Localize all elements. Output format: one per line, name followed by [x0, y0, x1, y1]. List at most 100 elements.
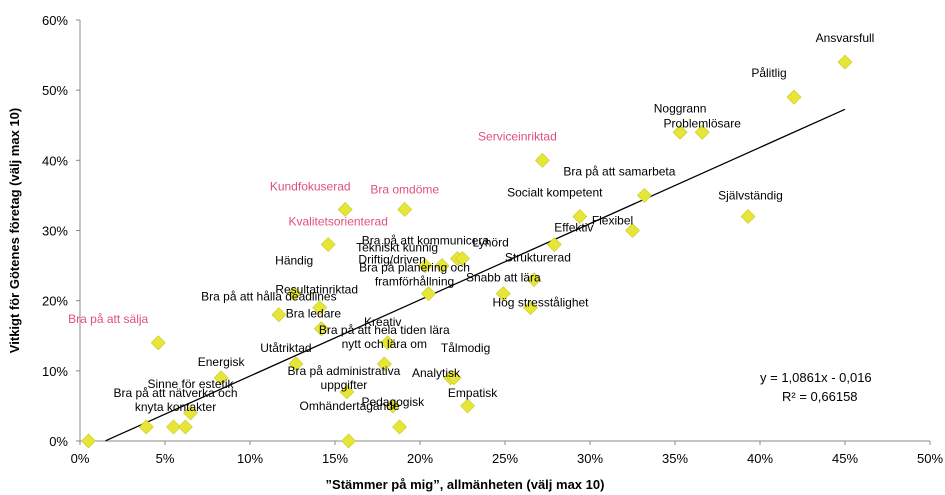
- data-label: Bra på att sälja: [68, 312, 148, 326]
- data-label: Sinne för estetik: [147, 377, 234, 391]
- data-label: Bra på att hålla deadlines: [201, 290, 336, 304]
- y-tick-label: 30%: [42, 224, 68, 239]
- data-point: [376, 356, 392, 372]
- data-point: [320, 237, 336, 252]
- data-point: [166, 419, 181, 435]
- data-label: Kvalitetsorienterad: [289, 215, 388, 229]
- data-point: [138, 419, 154, 435]
- data-label: Kundfokuserad: [270, 179, 351, 193]
- data-label: Effektiv: [554, 221, 593, 235]
- data-label: Tekniskt kunnig: [356, 241, 438, 255]
- y-tick-label: 20%: [42, 294, 68, 309]
- data-point: [446, 370, 462, 386]
- data-point: [397, 202, 413, 217]
- data-point: [434, 258, 450, 274]
- data-point: [341, 433, 357, 449]
- data-label: Problemlösare: [664, 116, 742, 130]
- trendline: [105, 108, 846, 442]
- data-label: Bra omdöme: [370, 182, 439, 196]
- data-label: Analytisk: [412, 366, 461, 380]
- data-point: [526, 272, 542, 288]
- data-label: Noggrann: [654, 101, 707, 115]
- data-label: Snabb att lära: [466, 271, 541, 285]
- data-point: [625, 223, 640, 238]
- data-point: [672, 124, 688, 140]
- data-label: Bra på att hela tiden lära nytt och lära …: [319, 323, 450, 351]
- data-label: Utåtriktad: [260, 341, 311, 355]
- data-point: [150, 335, 166, 351]
- data-markers: [81, 54, 853, 449]
- data-labels: Ansvarsfull Pålitlig NoggrannProblemlösare…: [68, 31, 874, 414]
- x-tick-label: 50%: [917, 451, 943, 466]
- data-label: Lyhörd: [473, 236, 509, 250]
- data-point: [183, 405, 198, 421]
- trendline-r-squared: R² = 0,66158: [782, 389, 858, 404]
- data-point: [288, 356, 304, 372]
- data-label: Omhändertagande: [300, 399, 400, 413]
- data-label: Tålmodig: [441, 341, 490, 355]
- y-tick-label: 10%: [42, 364, 68, 379]
- data-label: Händig: [275, 254, 313, 268]
- data-label: Empatisk: [448, 386, 498, 400]
- data-point: [392, 419, 408, 435]
- data-label: Pålitlig: [751, 66, 786, 80]
- data-label: Kreativ: [364, 315, 401, 329]
- data-label: Strukturerad: [505, 251, 571, 265]
- data-label: Serviceinriktad: [478, 129, 557, 143]
- data-label: Energisk: [198, 355, 246, 369]
- data-point: [636, 187, 652, 203]
- data-point: [546, 237, 562, 252]
- x-tick-label: 25%: [492, 451, 518, 466]
- data-point: [534, 152, 550, 168]
- x-tick-label: 5%: [156, 451, 175, 466]
- x-tick-label: 20%: [407, 451, 433, 466]
- data-point: [385, 398, 401, 414]
- data-label: Bra på att nätverka och knyta kontakter: [113, 386, 237, 414]
- data-label: Driftig/driven: [358, 253, 425, 267]
- data-point: [312, 300, 328, 316]
- data-label: Pedagogisk: [361, 395, 425, 409]
- trendline-equation: y = 1,0861x - 0,016: [760, 370, 872, 385]
- data-point: [495, 286, 511, 302]
- data-label: Bra ledare: [286, 307, 342, 321]
- data-label: Bra på att kommunicera: [362, 234, 490, 248]
- data-point: [286, 286, 302, 302]
- y-tick-label: 60%: [42, 13, 68, 28]
- x-tick-label: 40%: [747, 451, 773, 466]
- data-point: [271, 307, 287, 323]
- x-tick-label: 35%: [662, 451, 688, 466]
- data-point: [455, 251, 470, 266]
- x-tick-label: 0%: [71, 451, 90, 466]
- data-point: [523, 300, 538, 316]
- data-label: Resultatinriktad: [275, 283, 358, 297]
- y-axis-title: Vitkigt för Götenes företag (välj max 10…: [7, 108, 22, 353]
- data-point: [460, 398, 476, 414]
- data-point: [694, 124, 710, 140]
- data-point: [740, 209, 756, 224]
- data-point: [81, 433, 96, 449]
- data-label: Bra på att samarbeta: [563, 164, 675, 178]
- tick-labels: 0% 5% 10% 15% 20% 25% 30% 35% 40% 45% 50% 0% 10% 20% 3…: [42, 13, 943, 466]
- x-tick-label: 45%: [832, 451, 858, 466]
- data-point: [177, 419, 193, 435]
- data-point: [313, 321, 329, 337]
- data-point: [380, 335, 396, 351]
- data-label: Flexibel: [592, 214, 633, 228]
- data-point: [786, 89, 802, 105]
- y-tick-label: 40%: [42, 153, 68, 168]
- x-tick-label: 10%: [237, 451, 263, 466]
- data-label: Bra på planering och framförhållning: [359, 261, 470, 289]
- data-label: Ansvarsfull: [816, 31, 875, 45]
- y-tick-label: 0%: [49, 434, 68, 449]
- data-point: [837, 54, 853, 70]
- data-point: [213, 370, 229, 386]
- data-point: [339, 384, 355, 400]
- data-point: [421, 286, 436, 302]
- data-label: Hög stresstålighet: [492, 296, 589, 310]
- axes: [76, 19, 931, 445]
- x-tick-label: 15%: [322, 451, 348, 466]
- data-label: Socialt kompetent: [507, 185, 603, 199]
- x-axis-title: ”Stämmer på mig”, allmänheten (välj max …: [326, 477, 605, 492]
- y-tick-label: 50%: [42, 83, 68, 98]
